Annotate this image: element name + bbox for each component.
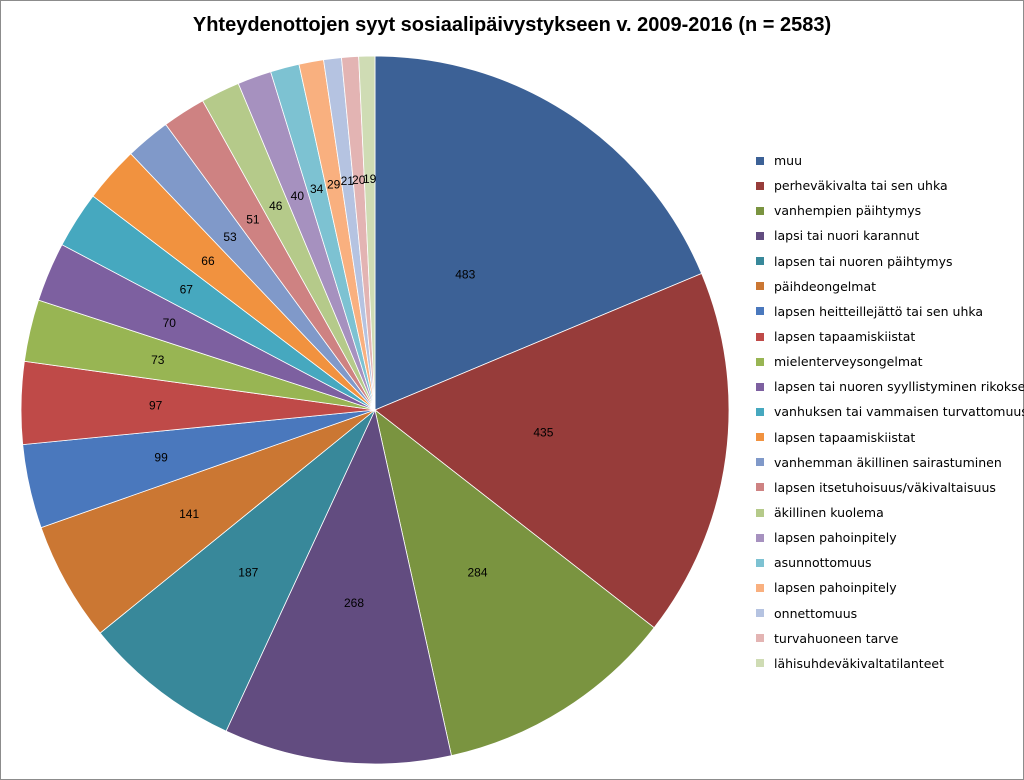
data-label-17: 34 xyxy=(310,182,324,196)
legend-item-20: turvahuoneen tarve xyxy=(756,626,1021,651)
data-label-6: 141 xyxy=(179,507,199,521)
legend-item-14: lapsen itsetuhoisuus/väkivaltaisuus xyxy=(756,475,1021,500)
legend-label: lapsen tapaamiskiistat xyxy=(774,329,916,345)
legend-label: asunnottomuus xyxy=(774,555,872,571)
legend-swatch xyxy=(756,634,764,643)
pie-slice-5 xyxy=(99,409,376,732)
legend-item-8: lapsen tapaamiskiistat xyxy=(756,324,1021,349)
legend-item-1: muu xyxy=(756,148,1021,173)
legend-swatch xyxy=(756,407,764,416)
legend-label: äkillinen kuolema xyxy=(774,505,884,521)
legend-label: vanhemman äkillinen sairastuminen xyxy=(774,454,1002,470)
legend-swatch xyxy=(756,483,764,492)
legend-item-18: lapsen pahoinpitely xyxy=(756,575,1021,600)
legend-label: lapsen tai nuoren syyllistyminen rikokse… xyxy=(774,379,1024,395)
legend-item-12: lapsen tapaamiskiistat xyxy=(756,425,1021,450)
pie-slice-3 xyxy=(374,409,655,757)
legend-item-11: vanhuksen tai vammaisen turvattomuus xyxy=(756,399,1024,424)
legend-swatch xyxy=(756,583,764,592)
legend-swatch xyxy=(756,508,764,517)
chart-title: Yhteydenottojen syyt sosiaalipäivystykse… xyxy=(192,14,832,36)
pie-slice-1 xyxy=(374,55,703,411)
legend-swatch xyxy=(756,609,764,618)
pie-slice-21 xyxy=(358,55,376,411)
legend-item-19: onnettomuus xyxy=(756,601,1021,626)
legend-label: mielenterveysongelmat xyxy=(774,354,923,370)
data-label-16: 40 xyxy=(291,189,305,203)
data-label-20: 20 xyxy=(352,173,366,187)
legend-swatch xyxy=(756,307,764,316)
legend-item-5: lapsen tai nuoren päihtymys xyxy=(756,249,1021,274)
data-label-2: 435 xyxy=(533,426,553,440)
legend-swatch xyxy=(756,357,764,366)
legend-swatch xyxy=(756,282,764,291)
legend-item-3: vanhempien päihtymys xyxy=(756,198,1021,223)
data-label-1: 483 xyxy=(455,267,475,281)
chart-legend: muu perheväkivalta tai sen uhka vanhempien… xyxy=(756,148,1024,676)
data-label-19: 21 xyxy=(341,174,355,188)
legend-label: lapsen tapaamiskiistat xyxy=(774,429,916,445)
legend-item-17: asunnottomuus xyxy=(756,550,1021,575)
legend-label: lapsi tai nuori karannut xyxy=(774,228,920,244)
legend-item-4: lapsi tai nuori karannut xyxy=(756,223,1021,248)
legend-label: lapsen pahoinpitely xyxy=(774,580,897,596)
legend-item-2: perheväkivalta tai sen uhka xyxy=(756,173,1021,198)
legend-swatch xyxy=(756,659,764,668)
legend-swatch xyxy=(756,181,764,190)
legend-label: perheväkivalta tai sen uhka xyxy=(774,178,948,194)
legend-item-21: lähisuhdeväkivaltatilanteet xyxy=(756,651,1021,676)
data-label-14: 51 xyxy=(246,213,260,227)
legend-label: muu xyxy=(774,153,803,169)
pie-slice-2 xyxy=(374,272,730,629)
legend-swatch xyxy=(756,332,764,341)
pie-slice-4 xyxy=(225,408,452,765)
legend-swatch xyxy=(756,382,764,391)
legend-swatch xyxy=(756,206,764,215)
legend-swatch xyxy=(756,156,764,165)
data-label-12: 66 xyxy=(201,254,215,268)
legend-item-9: mielenterveysongelmat xyxy=(756,349,1021,374)
legend-label: lapsen tai nuoren päihtymys xyxy=(774,253,953,269)
legend-swatch xyxy=(756,533,764,542)
data-label-9: 73 xyxy=(151,353,165,367)
legend-label: vanhempien päihtymys xyxy=(774,203,922,219)
data-label-18: 29 xyxy=(327,177,341,191)
legend-label: lapsen itsetuhoisuus/väkivaltaisuus xyxy=(774,479,996,495)
data-label-15: 46 xyxy=(269,199,283,213)
data-label-4: 268 xyxy=(344,596,364,610)
legend-swatch xyxy=(756,433,764,442)
legend-item-16: lapsen pahoinpitely xyxy=(756,525,1021,550)
legend-item-15: äkillinen kuolema xyxy=(756,500,1021,525)
data-label-8: 97 xyxy=(149,399,163,413)
data-label-3: 284 xyxy=(467,565,487,579)
legend-item-6: päihdeongelmat xyxy=(756,274,1021,299)
legend-label: onnettomuus xyxy=(774,605,858,621)
data-label-7: 99 xyxy=(154,450,168,464)
legend-label: lapsen pahoinpitely xyxy=(774,530,897,546)
legend-label: lapsen heitteillejättö tai sen uhka xyxy=(774,303,984,319)
legend-swatch xyxy=(756,231,764,240)
legend-item-7: lapsen heitteillejättö tai sen uhka xyxy=(756,299,1021,324)
legend-label: lähisuhdeväkivaltatilanteet xyxy=(774,655,944,671)
data-label-21: 19 xyxy=(363,172,377,186)
data-label-13: 53 xyxy=(223,230,237,244)
data-label-10: 70 xyxy=(163,316,177,330)
legend-item-10: lapsen tai nuoren syyllistyminen rikokse… xyxy=(756,374,1024,399)
legend-label: vanhuksen tai vammaisen turvattomuus xyxy=(774,404,1024,420)
data-label-5: 187 xyxy=(238,566,258,580)
data-label-11: 67 xyxy=(180,283,194,297)
legend-item-13: vanhemman äkillinen sairastuminen xyxy=(756,450,1021,475)
legend-swatch xyxy=(756,458,764,467)
legend-label: päihdeongelmat xyxy=(774,278,877,294)
legend-swatch xyxy=(756,558,764,567)
legend-swatch xyxy=(756,257,764,266)
legend-label: turvahuoneen tarve xyxy=(774,630,899,646)
